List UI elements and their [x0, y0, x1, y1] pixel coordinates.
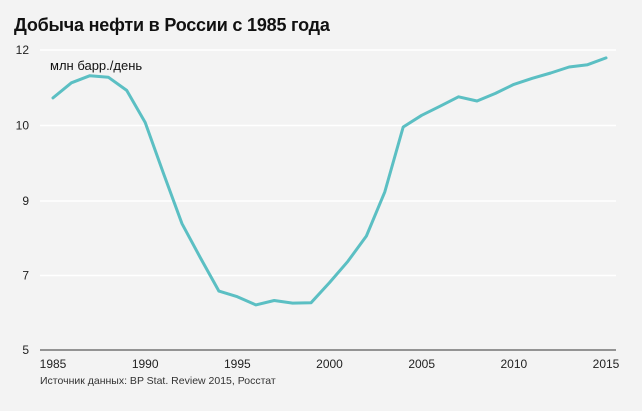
y-tick-label: 5 — [22, 343, 29, 357]
x-tick-label: 1995 — [224, 357, 251, 371]
y-tick-label: 9 — [22, 194, 29, 208]
x-tick-label: 2010 — [500, 357, 527, 371]
source-note: Источник данных: BP Stat. Review 2015, Р… — [40, 375, 276, 387]
series-line — [51, 56, 608, 307]
x-tick-label: 2015 — [593, 357, 620, 371]
x-tick-label: 1990 — [132, 357, 159, 371]
y-tick-label: 7 — [22, 269, 29, 283]
chart-title: Добыча нефти в России с 1985 года — [14, 15, 330, 35]
y-tick-label: 12 — [16, 43, 30, 57]
y-axis-label: млн барр./день — [50, 58, 142, 73]
grid-lines — [40, 49, 616, 277]
x-tick-label: 2000 — [316, 357, 343, 371]
x-tick-label: 1985 — [40, 357, 67, 371]
x-axis-ticks: 1985 1990 1995 2000 2005 2010 2015 — [40, 357, 620, 371]
y-tick-label: 10 — [16, 119, 30, 133]
y-axis-ticks: 5 7 9 10 12 — [16, 43, 30, 357]
x-tick-label: 2005 — [408, 357, 435, 371]
